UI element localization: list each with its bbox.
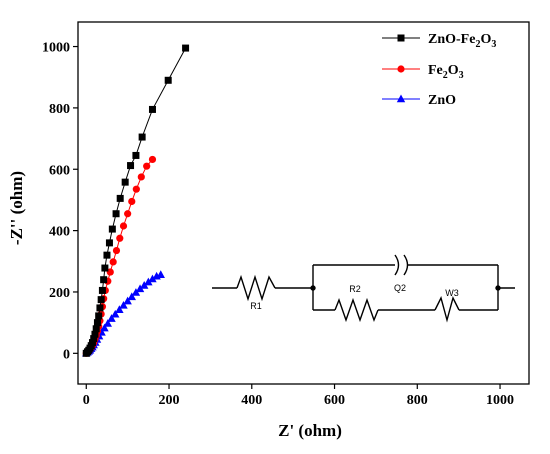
r2-resistor — [334, 297, 379, 323]
legend-marker-zno — [396, 94, 406, 103]
r2-label: R2 — [349, 284, 361, 294]
legend-marker-fe2o3 — [397, 65, 405, 73]
data-point-fe2o3 — [143, 162, 151, 170]
x-tick-label: 600 — [324, 393, 345, 408]
ticks-layer: 0 200 400 600 800 1000 0 200 400 600 800 1000 — [42, 41, 514, 408]
data-point-zno — [123, 296, 132, 305]
y-tick-label: 0 — [63, 347, 70, 362]
data-point-fe2o3 — [128, 197, 136, 206]
legend-text-part: O — [480, 32, 491, 47]
data-point-fe2o3 — [132, 185, 140, 193]
data-point-zno — [148, 274, 157, 283]
data-point-znofe2o3 — [96, 304, 104, 312]
data-point-zno — [107, 314, 116, 322]
y-tick-label: 600 — [49, 163, 70, 178]
x-tick-label: 400 — [241, 393, 262, 408]
q2-cpe-right-plate — [403, 254, 409, 276]
x-axis-title: Z' (ohm) — [278, 421, 342, 440]
y-tick-label: 400 — [49, 225, 70, 240]
data-point-znofe2o3 — [132, 151, 140, 159]
data-point-zno — [144, 277, 153, 286]
data-point-znofe2o3 — [116, 194, 124, 202]
data-point-zno — [115, 305, 124, 313]
r1-resistor — [236, 274, 276, 302]
w3-warburg — [434, 296, 460, 323]
equivalent-circuit — [212, 254, 515, 323]
data-point-znofe2o3 — [103, 251, 111, 259]
legend-label-zno: ZnO — [428, 93, 456, 108]
data-point-znofe2o3 — [148, 105, 156, 113]
data-point-zno — [100, 323, 109, 332]
data-point-znofe2o3 — [108, 225, 116, 233]
x-tick-label: 1000 — [486, 393, 514, 408]
data-point-znofe2o3 — [164, 76, 172, 84]
legend-label-znofe2o3: ZnO-Fe2O3 — [428, 32, 496, 50]
data-point-znofe2o3 — [105, 239, 113, 247]
y-tick-label: 200 — [49, 286, 70, 301]
legend-text-part: O — [448, 63, 459, 78]
r1-label: R1 — [250, 301, 262, 311]
y-tick-label: 1000 — [42, 41, 70, 56]
data-point-znofe2o3 — [88, 339, 96, 347]
data-point-znofe2o3 — [98, 286, 106, 294]
data-point-znofe2o3 — [182, 44, 190, 52]
data-point-znofe2o3 — [100, 276, 108, 284]
data-point-znofe2o3 — [112, 210, 120, 218]
q2-cpe-left-plate — [394, 254, 400, 276]
data-point-znofe2o3 — [93, 319, 101, 327]
legend-text-part: Fe — [428, 63, 443, 78]
legend-text-part: 2 — [475, 39, 480, 50]
y-tick-label: 800 — [49, 102, 70, 117]
data-point-fe2o3 — [148, 155, 157, 164]
data-point-znofe2o3 — [90, 335, 98, 343]
data-point-zno — [103, 319, 112, 327]
data-point-znofe2o3 — [91, 330, 99, 338]
data-point-fe2o3 — [116, 234, 124, 242]
data-point-znofe2o3 — [95, 312, 103, 320]
legend-text-part: ZnO-Fe — [428, 32, 475, 47]
legend-label-fe2o3: Fe2O3 — [428, 63, 464, 81]
data-point-zno — [156, 270, 165, 278]
data-point-fe2o3 — [137, 173, 145, 181]
legend-text-part: ZnO — [428, 93, 456, 108]
x-tick-label: 800 — [407, 393, 428, 408]
plot-frame — [77, 21, 530, 385]
x-tick-label: 200 — [159, 393, 180, 408]
data-point-znofe2o3 — [97, 296, 105, 304]
data-point-fe2o3 — [119, 222, 128, 230]
q2-label: Q2 — [394, 283, 406, 293]
data-point-znofe2o3 — [101, 264, 109, 272]
data-point-znofe2o3 — [92, 325, 100, 333]
data-point-zno — [135, 284, 145, 293]
data-point-zno — [127, 292, 136, 301]
data-point-znofe2o3 — [127, 162, 135, 170]
data-point-fe2o3 — [106, 268, 114, 276]
data-point-zno — [111, 309, 120, 318]
data-point-znofe2o3 — [138, 133, 146, 141]
data-point-fe2o3 — [124, 210, 132, 218]
legend-text-part: 3 — [459, 70, 464, 81]
y-axis-title: -Z'' (ohm) — [7, 171, 26, 245]
legend-text-part: 3 — [491, 39, 496, 50]
data-point-zno — [140, 281, 149, 289]
data-point-znofe2o3 — [121, 178, 129, 186]
w3-label: W3 — [445, 288, 459, 298]
legend-marker-znofe2o3 — [397, 34, 405, 42]
data-point-fe2o3 — [109, 258, 117, 266]
data-point-zno — [131, 288, 141, 296]
legend-text-part: 2 — [443, 70, 448, 81]
data-point-zno — [119, 300, 128, 309]
x-tick-label: 0 — [83, 393, 90, 408]
series-layer — [82, 44, 190, 357]
data-point-fe2o3 — [112, 246, 121, 255]
